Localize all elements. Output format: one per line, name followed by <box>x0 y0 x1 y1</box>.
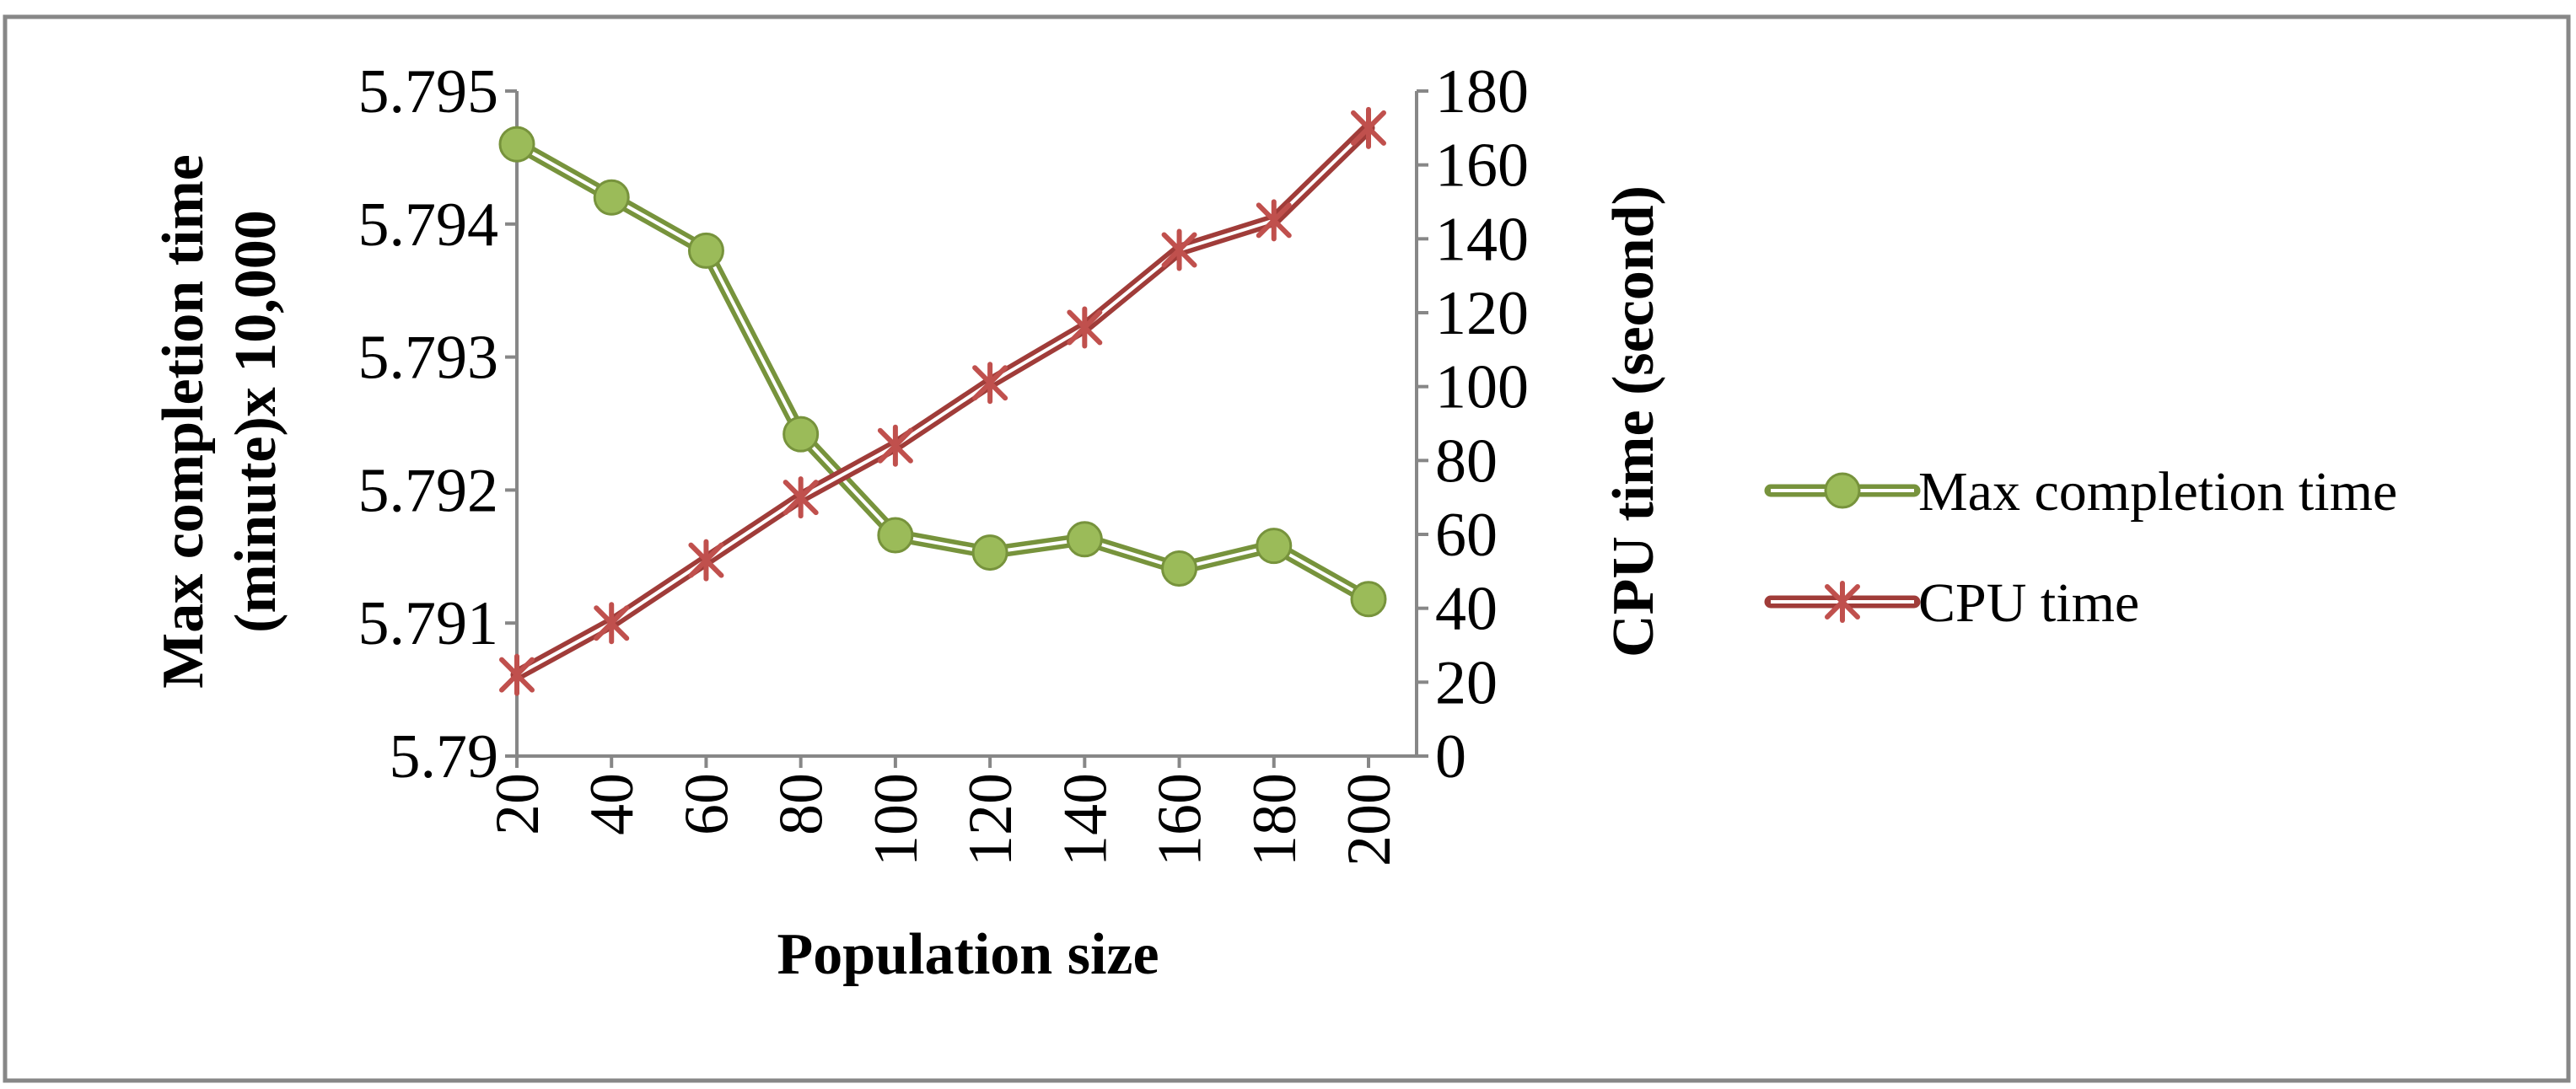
legend-swatch-max-completion-time-marker <box>1824 472 1861 509</box>
x-tick-label: 200 <box>1335 773 1404 866</box>
x-axis-title: Population size <box>777 922 1159 987</box>
x-tick-label: 160 <box>1146 773 1215 866</box>
data-point-cpu-time <box>782 476 819 519</box>
series-max-completion-time <box>498 126 1387 618</box>
data-point-cpu-time <box>1067 306 1103 349</box>
right-tick-label: 180 <box>1435 57 1529 126</box>
x-tick-label: 80 <box>767 773 836 835</box>
right-tick-label: 40 <box>1435 575 1498 644</box>
data-point-max-completion-time <box>498 126 535 163</box>
left-axis-title-line-1: Max completion time <box>151 154 216 689</box>
data-point-max-completion-time <box>1350 581 1387 618</box>
data-point-cpu-time <box>1161 228 1197 271</box>
data-point-cpu-time <box>1351 106 1386 149</box>
x-tick-label: 100 <box>862 773 931 866</box>
right-tick-label: 20 <box>1435 648 1498 717</box>
data-point-max-completion-time <box>971 534 1008 571</box>
right-tick-label: 160 <box>1435 131 1529 201</box>
left-axis-title: Max completion time (minute)x 10,000 <box>151 154 288 689</box>
left-tick-label: 5.79 <box>390 722 499 791</box>
x-tick-label: 40 <box>578 773 647 835</box>
x-tick-label: 140 <box>1051 773 1120 866</box>
x-tick-label: 60 <box>672 773 741 835</box>
x-tick-label: 120 <box>956 773 1025 866</box>
x-axis-ticks: 20 40 60 80 100 120 140 160 180 200 <box>483 756 1404 866</box>
series-line-inner-cpu-time <box>516 126 1370 677</box>
data-point-cpu-time <box>499 653 535 696</box>
legend-swatch-cpu-time-marker <box>1825 581 1860 623</box>
right-tick-label: 100 <box>1435 353 1529 422</box>
data-point-max-completion-time <box>1066 521 1103 558</box>
right-axis-title: CPU time (second) <box>1601 185 1666 657</box>
data-point-cpu-time <box>1256 199 1292 242</box>
left-tick-label: 5.793 <box>358 324 499 393</box>
data-point-cpu-time <box>972 362 1008 405</box>
legend-item-cpu-time: CPU time <box>1764 572 2139 634</box>
data-point-max-completion-time <box>877 517 914 554</box>
series-line-inner-max-completion-time <box>516 142 1369 601</box>
left-tick-label: 5.791 <box>358 589 499 658</box>
x-tick-label: 180 <box>1240 773 1310 866</box>
data-point-cpu-time <box>688 539 724 582</box>
data-point-cpu-time <box>877 424 913 467</box>
left-axis-ticks: 5.79 5.791 5.792 5.793 5.794 5.795 <box>358 57 517 791</box>
data-point-max-completion-time <box>782 416 820 453</box>
left-axis-title-line-2: (minute)x 10,000 <box>223 210 288 633</box>
series-cpu-time <box>499 106 1386 696</box>
left-tick-label: 5.795 <box>358 57 499 126</box>
left-tick-label: 5.794 <box>358 190 499 260</box>
data-point-max-completion-time <box>1256 528 1293 565</box>
right-tick-label: 60 <box>1435 501 1498 570</box>
axes <box>515 91 1418 758</box>
legend-label-max-completion-time: Max completion time <box>1918 461 2397 523</box>
left-tick-label: 5.792 <box>358 456 499 525</box>
data-point-max-completion-time <box>687 232 724 269</box>
right-tick-label: 0 <box>1435 722 1466 791</box>
data-point-max-completion-time <box>593 179 630 216</box>
right-tick-label: 140 <box>1435 205 1529 274</box>
x-tick-label: 20 <box>483 773 552 835</box>
legend-item-max-completion-time: Max completion time <box>1764 461 2397 523</box>
right-tick-label: 80 <box>1435 426 1498 496</box>
series-layer <box>498 106 1387 696</box>
legend: Max completion time CPU time <box>1764 461 2397 634</box>
data-point-max-completion-time <box>1161 550 1198 587</box>
legend-label-cpu-time: CPU time <box>1918 572 2139 634</box>
data-point-cpu-time <box>594 602 630 645</box>
right-tick-label: 120 <box>1435 279 1529 348</box>
